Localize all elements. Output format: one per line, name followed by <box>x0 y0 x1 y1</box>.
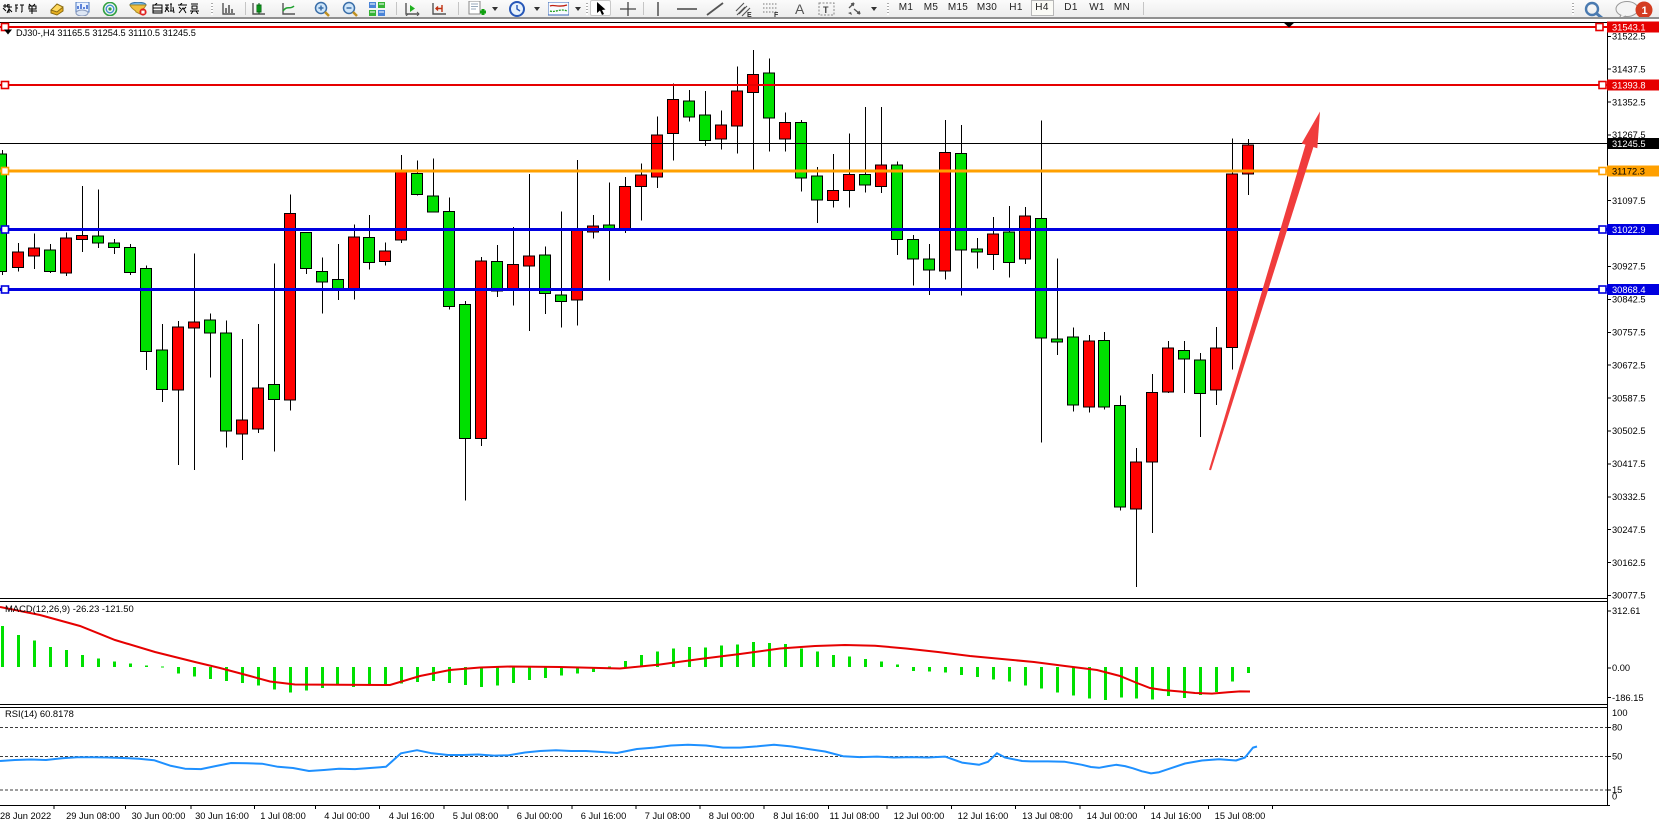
svg-text:7 Jul 08:00: 7 Jul 08:00 <box>645 811 691 821</box>
svg-text:30672.5: 30672.5 <box>1612 360 1646 370</box>
svg-text:31543.1: 31543.1 <box>1612 22 1646 32</box>
svg-text:30502.5: 30502.5 <box>1612 426 1646 436</box>
svg-text:4 Jul 16:00: 4 Jul 16:00 <box>389 811 435 821</box>
svg-text:31245.5: 31245.5 <box>1612 139 1646 149</box>
svg-text:312.61: 312.61 <box>1612 606 1640 616</box>
svg-text:12 Jul 00:00: 12 Jul 00:00 <box>894 811 945 821</box>
svg-text:100: 100 <box>1612 708 1628 718</box>
svg-text:30077.5: 30077.5 <box>1612 591 1646 601</box>
svg-text:31022.9: 31022.9 <box>1612 225 1646 235</box>
svg-text:30927.5: 30927.5 <box>1612 262 1646 272</box>
svg-text:11 Jul 08:00: 11 Jul 08:00 <box>830 811 880 821</box>
svg-text:15 Jul 08:00: 15 Jul 08:00 <box>1215 811 1266 821</box>
svg-text:28 Jun 2022: 28 Jun 2022 <box>0 811 51 821</box>
svg-text:14 Jul 00:00: 14 Jul 00:00 <box>1087 811 1138 821</box>
svg-text:31352.5: 31352.5 <box>1612 97 1646 107</box>
svg-text:-186.15: -186.15 <box>1612 693 1644 703</box>
svg-text:RSI(14) 60.8178: RSI(14) 60.8178 <box>5 708 74 719</box>
svg-text:15: 15 <box>1612 785 1622 795</box>
svg-text:5 Jul 08:00: 5 Jul 08:00 <box>453 811 499 821</box>
svg-text:30757.5: 30757.5 <box>1612 328 1646 338</box>
svg-text:6 Jul 16:00: 6 Jul 16:00 <box>581 811 627 821</box>
svg-text:8 Jul 16:00: 8 Jul 16:00 <box>773 811 819 821</box>
svg-text:14 Jul 16:00: 14 Jul 16:00 <box>1151 811 1202 821</box>
svg-text:6 Jul 00:00: 6 Jul 00:00 <box>517 811 563 821</box>
svg-text:12 Jul 16:00: 12 Jul 16:00 <box>958 811 1009 821</box>
svg-text:F: F <box>774 12 779 18</box>
svg-text:31393.8: 31393.8 <box>1612 80 1646 90</box>
svg-text:80: 80 <box>1612 723 1622 733</box>
svg-text:30868.4: 30868.4 <box>1612 285 1646 295</box>
svg-text:31097.5: 31097.5 <box>1612 196 1646 206</box>
svg-text:MACD(12,26,9) -26.23 -121.50: MACD(12,26,9) -26.23 -121.50 <box>5 603 134 614</box>
svg-text:30417.5: 30417.5 <box>1612 459 1646 469</box>
svg-text:13 Jul 08:00: 13 Jul 08:00 <box>1022 811 1073 821</box>
svg-text:4 Jul 00:00: 4 Jul 00:00 <box>324 811 370 821</box>
svg-text:31172.3: 31172.3 <box>1612 166 1645 176</box>
svg-text:E: E <box>747 12 752 18</box>
svg-text:30247.5: 30247.5 <box>1612 525 1646 535</box>
svg-text:30162.5: 30162.5 <box>1612 558 1646 568</box>
svg-text:30 Jun 00:00: 30 Jun 00:00 <box>132 811 186 821</box>
svg-text:30 Jun 16:00: 30 Jun 16:00 <box>195 811 249 821</box>
svg-text:31437.5: 31437.5 <box>1612 64 1646 74</box>
svg-text:50: 50 <box>1612 752 1622 762</box>
svg-text:31267.5: 31267.5 <box>1612 130 1646 140</box>
svg-text:30842.5: 30842.5 <box>1612 295 1646 305</box>
svg-text:31522.5: 31522.5 <box>1612 32 1646 42</box>
svg-text:1 Jul 08:00: 1 Jul 08:00 <box>260 811 306 821</box>
svg-text:8 Jul 00:00: 8 Jul 00:00 <box>709 811 755 821</box>
svg-text:T: T <box>823 5 829 15</box>
svg-text:30587.5: 30587.5 <box>1612 393 1646 403</box>
svg-text:29 Jun 08:00: 29 Jun 08:00 <box>66 811 120 821</box>
svg-text:30332.5: 30332.5 <box>1612 492 1646 502</box>
svg-text:1: 1 <box>1642 5 1648 17</box>
svg-text:0: 0 <box>1612 792 1617 802</box>
svg-text:DJ30-,H4 31165.5 31254.5 3111: DJ30-,H4 31165.5 31254.5 31110.5 31245.5 <box>16 28 196 38</box>
svg-text:0.00: 0.00 <box>1612 663 1630 673</box>
